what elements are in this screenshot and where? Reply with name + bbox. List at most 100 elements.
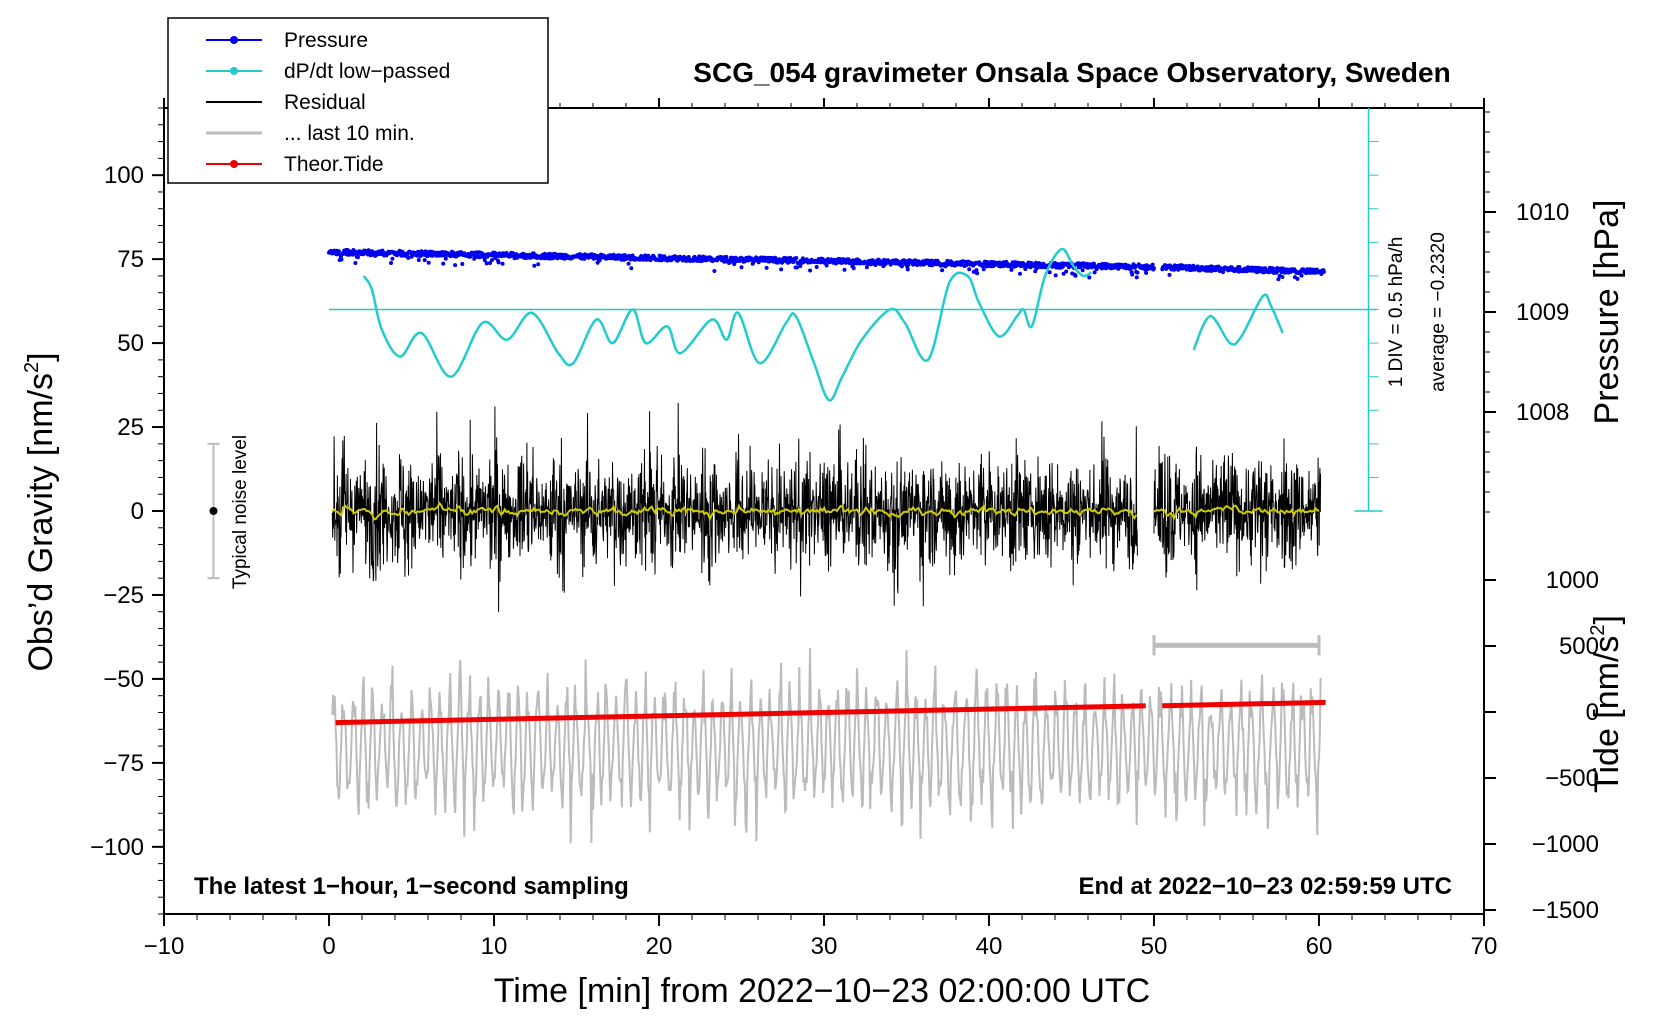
noise-level-center-dot: [209, 507, 218, 515]
tide-tick-label: −1500: [1532, 897, 1599, 924]
last-10-min-line: [331, 647, 1322, 844]
x-tick-label: −10: [144, 933, 185, 960]
pressure-point: [959, 262, 964, 267]
y-tick-label: 0: [131, 498, 144, 525]
axis-ticks: −10 0 10 20 30 40 50 60 70−100−75−50−25025507510…: [90, 98, 1599, 960]
pressure-point: [997, 260, 1002, 265]
pressure-point: [441, 261, 446, 266]
residual-smoothed-line: [1153, 504, 1320, 521]
pressure-point: [1135, 270, 1140, 275]
pressure-series: [1160, 263, 1326, 282]
pressure-point: [1130, 272, 1135, 277]
pressure-point: [496, 260, 501, 265]
pressure-point: [1152, 266, 1156, 271]
legend-marker: [230, 160, 238, 168]
pressure-point: [353, 261, 358, 265]
pressure-point: [864, 265, 869, 270]
pressure-point: [1047, 270, 1052, 275]
pressure-point: [1144, 270, 1149, 275]
pressure-point: [1150, 262, 1155, 267]
pressure-point: [764, 265, 769, 270]
residual-line: [1153, 438, 1322, 591]
pressure-point: [808, 268, 813, 273]
pressure-point: [336, 249, 341, 254]
pressure-point: [390, 256, 395, 261]
x-tick-label: 70: [1471, 933, 1498, 960]
y-tick-label: 50: [117, 330, 144, 357]
pressure-point: [739, 265, 744, 270]
pressure-point: [1064, 269, 1069, 274]
pressure-tick-label: 1010: [1516, 199, 1569, 226]
tide-tick-label: −500: [1545, 765, 1599, 792]
residual-smoothed-line: [331, 501, 1138, 522]
chart-title: SCG_054 gravimeter Onsala Space Observat…: [693, 57, 1450, 88]
pressure-point: [406, 255, 411, 260]
pressure-point: [626, 261, 631, 266]
legend-label: Theor.Tide: [284, 153, 384, 176]
pressure-point: [712, 269, 717, 273]
pressure-point: [940, 268, 945, 273]
pressure-point: [416, 258, 421, 262]
tide-title-main: Tide [nm/s: [1588, 636, 1626, 793]
scale-label-div: 1 DIV = 0.5 hPa/h: [1386, 237, 1407, 388]
tide-tick-label: 500: [1559, 633, 1599, 660]
y-tick-label: 75: [117, 246, 144, 273]
pressure-point: [339, 257, 344, 262]
pressure-point: [975, 271, 980, 276]
pressure-point: [1295, 276, 1300, 281]
pressure-point: [981, 267, 986, 272]
x-tick-label: 40: [976, 933, 1003, 960]
pressure-point: [1061, 271, 1066, 276]
y-axis-left-title: Obs’d Gravity [nm/s2]: [21, 352, 60, 671]
x-tick-label: 10: [481, 933, 508, 960]
pressure-point: [1018, 271, 1022, 276]
legend-label: Pressure: [284, 29, 368, 52]
legend-marker: [230, 36, 238, 44]
pressure-point: [906, 262, 911, 267]
theoretical-tide-line: [1162, 699, 1326, 709]
y-tick-label: −25: [103, 582, 144, 609]
pressure-point: [389, 261, 393, 265]
pressure-point: [1053, 273, 1058, 278]
pressure-point: [967, 267, 972, 272]
legend-items: Pressure dP/dt low−passed Residual ... last…: [206, 29, 450, 176]
x-axis-title: Time [min] from 2022−10−23 02:00:00 UTC: [494, 972, 1150, 1010]
y-axis-left-title-end: ]: [22, 352, 60, 361]
y-tick-label: 25: [117, 414, 144, 441]
pressure-tick-label: 1009: [1516, 299, 1569, 326]
y-axis-left-title-sup: 2: [21, 362, 43, 373]
pressure-point: [488, 261, 492, 265]
y-axis-left-title-main: Obs’d Gravity [nm/s: [22, 373, 60, 672]
pressure-point: [824, 263, 829, 268]
pressure-point: [500, 261, 505, 266]
tide-title-end: ]: [1588, 615, 1626, 624]
footer-left-note: The latest 1−hour, 1−second sampling: [194, 873, 629, 900]
legend-box: [167, 17, 549, 184]
footer-right-note: End at 2022−10−23 02:59:59 UTC: [1078, 873, 1452, 900]
pressure-point: [453, 263, 458, 268]
pressure-point: [460, 262, 465, 266]
pressure-point: [1009, 267, 1014, 272]
legend-label: dP/dt low−passed: [284, 60, 450, 83]
pressure-point: [484, 261, 489, 266]
scale-label-average: average = −0.2320: [1428, 232, 1449, 392]
pressure-point: [905, 267, 910, 272]
theoretical-tide-line: [335, 703, 1146, 726]
pressure-point: [794, 256, 799, 260]
pressure-point: [532, 263, 537, 268]
pressure-point: [416, 249, 421, 254]
pressure-point: [451, 250, 456, 255]
pressure-point: [1276, 277, 1281, 282]
tide-title-sup: 2: [1587, 624, 1609, 635]
noise-level-label: Typical noise level: [230, 435, 251, 589]
pressure-point: [1321, 269, 1326, 274]
x-tick-label: 0: [322, 933, 335, 960]
pressure-point: [482, 258, 487, 263]
pressure-point: [1167, 272, 1172, 277]
legend-marker: [230, 67, 238, 75]
y-tick-label: −50: [103, 666, 144, 693]
legend: Pressure dP/dt low−passed Residual ... last…: [167, 17, 549, 184]
pressure-point: [724, 254, 729, 259]
pressure-point: [422, 258, 427, 263]
